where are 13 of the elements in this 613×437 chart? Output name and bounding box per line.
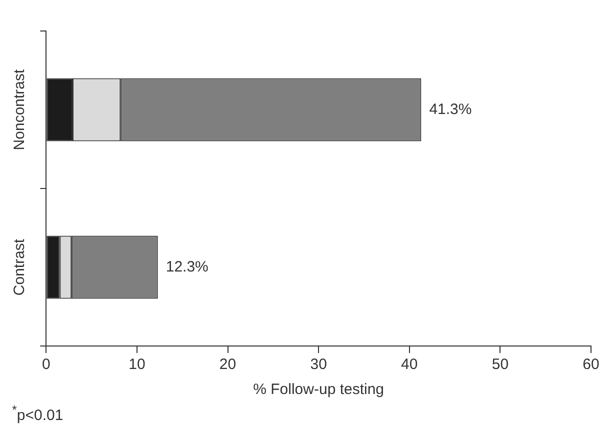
x-tick-label: 60 (582, 356, 600, 374)
total-label: 12.3% (166, 258, 208, 276)
x-tick-label: 20 (219, 356, 236, 374)
x-tick-label: 0 (42, 356, 50, 374)
x-tick-label: 40 (401, 356, 418, 374)
total-label: 41.3% (429, 100, 472, 118)
text: $^{*}$p<0.01 (12, 403, 64, 424)
y-tick-label: Contrast (11, 238, 28, 296)
x-tick-label: 50 (492, 356, 509, 374)
x-tick-label: 30 (310, 356, 327, 374)
x-tick-label: 10 (128, 356, 146, 374)
y-tick-label: Noncontrast (11, 68, 28, 150)
x-axis-title: % Follow-up testing (253, 381, 384, 398)
